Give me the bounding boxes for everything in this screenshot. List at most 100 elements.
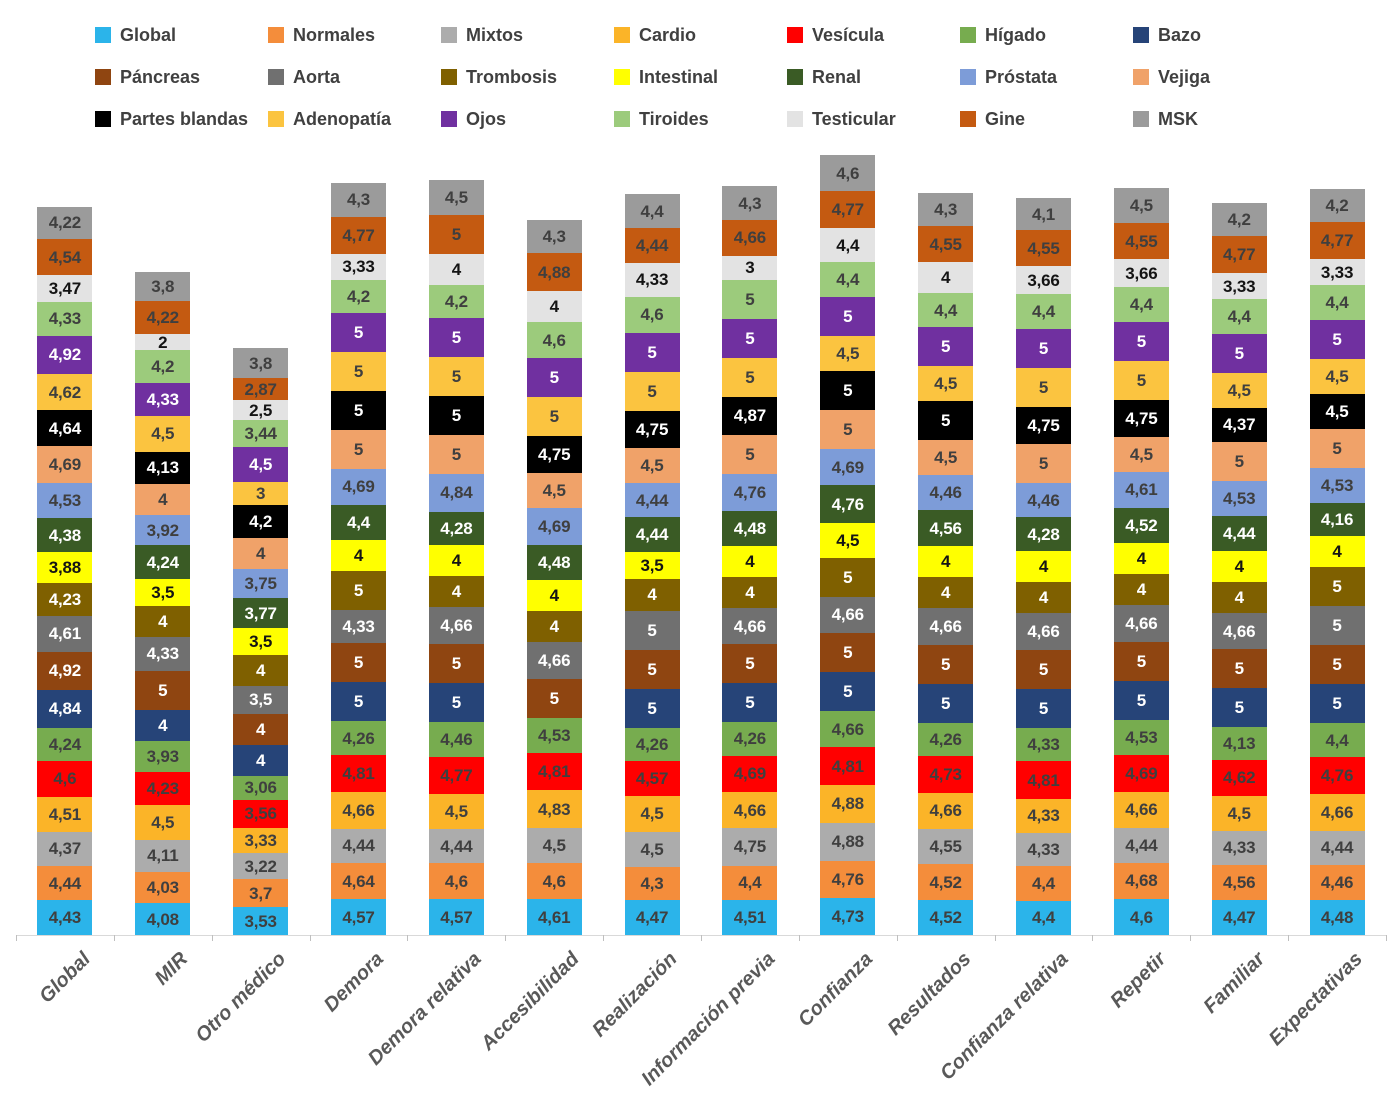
legend-swatch-ojos xyxy=(441,111,457,127)
segment-otro-medico-vejiga: 4 xyxy=(233,537,289,570)
segment-repetir-adenopatia: 5 xyxy=(1113,360,1169,400)
value-label-demora-cardio: 4,66 xyxy=(342,800,375,820)
segment-expectativas-pancreas: 5 xyxy=(1309,644,1365,684)
segment-resultados-partes-blandas: 5 xyxy=(918,401,974,441)
segment-otro-medico-ojos: 4,5 xyxy=(233,446,289,482)
value-label-resultados-prostata: 4,46 xyxy=(929,483,962,503)
x-axis-tick xyxy=(1092,935,1094,941)
value-label-repetir-bazo: 5 xyxy=(1136,690,1146,710)
legend-item-trombosis: Trombosis xyxy=(441,67,614,88)
segment-global-higado: 4,24 xyxy=(37,727,93,761)
segment-accesibilidad-mixtos: 4,5 xyxy=(526,828,582,864)
segment-familiar-testicular: 3,33 xyxy=(1211,273,1267,300)
segment-otro-medico-global: 3,53 xyxy=(233,907,289,935)
segment-global-gine: 4,54 xyxy=(37,239,93,275)
legend-label-cardio: Cardio xyxy=(639,24,697,45)
segment-demora-normales: 4,64 xyxy=(331,863,386,900)
segment-expectativas-prostata: 4,53 xyxy=(1309,467,1365,504)
value-label-demora-relativa-aorta: 4,66 xyxy=(440,616,473,636)
value-label-familiar-intestinal: 4 xyxy=(1234,556,1244,576)
value-label-realizacion-vejiga: 4,5 xyxy=(640,455,664,475)
value-label-informacion-previa-gine: 4,66 xyxy=(733,228,767,248)
value-label-informacion-previa-aorta: 4,66 xyxy=(733,616,767,636)
legend-swatch-tiroides xyxy=(614,111,630,127)
legend-swatch-gine xyxy=(960,111,976,127)
value-label-repetir-normales: 4,68 xyxy=(1125,871,1158,891)
value-label-informacion-previa-tiroides: 5 xyxy=(745,289,755,309)
segment-accesibilidad-partes-blandas: 4,75 xyxy=(526,436,582,474)
value-label-expectativas-higado: 4,4 xyxy=(1325,730,1349,750)
segment-realizacion-renal: 4,44 xyxy=(624,517,680,553)
segment-accesibilidad-trombosis: 4 xyxy=(526,611,582,643)
segment-informacion-previa-prostata: 4,76 xyxy=(722,473,778,511)
value-label-demora-relativa-msk: 4,5 xyxy=(444,187,468,207)
segment-resultados-msk: 4,3 xyxy=(918,192,974,227)
value-label-mir-prostata: 3,92 xyxy=(146,520,179,540)
legend-item-intestinal: Intestinal xyxy=(614,67,787,88)
segment-confianza-normales: 4,76 xyxy=(820,860,876,899)
segment-global-mixtos: 4,37 xyxy=(37,831,93,866)
segment-informacion-previa-cardio: 4,66 xyxy=(722,792,778,829)
segment-resultados-higado: 4,26 xyxy=(918,722,974,756)
segment-informacion-previa-bazo: 5 xyxy=(722,683,778,723)
legend-swatch-cardio xyxy=(614,27,630,43)
value-label-confianza-aorta: 4,66 xyxy=(831,605,864,625)
segment-resultados-ojos: 5 xyxy=(918,327,974,367)
value-label-realizacion-vesicula: 4,57 xyxy=(635,769,669,789)
value-label-realizacion-ojos: 5 xyxy=(647,342,657,362)
value-label-mir-normales: 4,03 xyxy=(146,877,179,897)
value-label-resultados-global: 4,52 xyxy=(929,907,962,927)
segment-accesibilidad-global: 4,61 xyxy=(526,899,582,935)
value-label-repetir-intestinal: 4 xyxy=(1136,549,1146,569)
segment-demora-relativa-normales: 4,6 xyxy=(428,863,484,900)
legend-item-bazo: Bazo xyxy=(1133,25,1306,46)
value-label-realizacion-partes-blandas: 4,75 xyxy=(635,419,669,439)
value-label-realizacion-mixtos: 4,5 xyxy=(640,839,664,859)
value-label-informacion-previa-adenopatia: 5 xyxy=(745,367,755,387)
legend-item-renal: Renal xyxy=(787,67,960,88)
bar-accesibilidad: 4,61 4,6 4,5 4,83 4,81 4,53 5 4,66 4 4 4,48 4,69 4,5… xyxy=(526,219,582,935)
segment-repetir-intestinal: 4 xyxy=(1113,543,1169,575)
value-label-realizacion-aorta: 5 xyxy=(647,620,657,640)
value-label-mir-partes-blandas: 4,13 xyxy=(146,458,179,478)
segment-demora-relativa-vesicula: 4,77 xyxy=(428,756,484,794)
value-label-realizacion-adenopatia: 5 xyxy=(647,381,657,401)
value-label-global-bazo: 4,84 xyxy=(48,699,82,719)
segment-expectativas-adenopatia: 4,5 xyxy=(1309,358,1365,394)
segment-confianza-relativa-vejiga: 5 xyxy=(1016,443,1071,483)
segment-confianza-msk: 4,6 xyxy=(820,155,876,191)
legend-swatch-bazo xyxy=(1133,27,1149,43)
segment-demora-prostata: 4,69 xyxy=(331,468,386,506)
value-label-demora-relativa-testicular: 4 xyxy=(451,260,461,280)
value-label-realizacion-normales: 4,3 xyxy=(640,873,664,893)
value-label-confianza-testicular: 4,4 xyxy=(836,235,860,255)
value-label-confianza-relativa-intestinal: 4 xyxy=(1038,556,1049,576)
segment-demora-tiroides: 4,2 xyxy=(331,279,386,313)
value-label-familiar-cardio: 4,5 xyxy=(1227,803,1251,823)
value-label-confianza-relativa-higado: 4,33 xyxy=(1027,734,1060,754)
value-label-accesibilidad-cardio: 4,83 xyxy=(538,799,571,819)
value-label-expectativas-bazo: 5 xyxy=(1332,693,1342,713)
value-label-demora-relativa-bazo: 5 xyxy=(451,692,461,712)
value-label-mir-global: 4,08 xyxy=(146,909,179,929)
x-axis-label-familiar: Familiar xyxy=(1198,948,1269,1018)
legend-item-adenopatia: Adenopatía xyxy=(268,109,441,130)
value-label-confianza-higado: 4,66 xyxy=(831,719,864,739)
x-axis-label-accesibilidad: Accesibilidad xyxy=(477,948,584,1055)
value-label-resultados-testicular: 4 xyxy=(941,267,951,287)
segment-mir-adenopatia: 4,5 xyxy=(135,416,191,452)
segment-accesibilidad-aorta: 4,66 xyxy=(526,642,582,679)
segment-confianza-relativa-renal: 4,28 xyxy=(1016,517,1071,551)
value-label-accesibilidad-vesicula: 4,81 xyxy=(538,762,571,782)
segment-repetir-gine: 4,55 xyxy=(1113,223,1169,259)
segment-demora-global: 4,57 xyxy=(331,899,386,935)
segment-repetir-vesicula: 4,69 xyxy=(1113,755,1169,792)
segment-confianza-global: 4,73 xyxy=(820,898,876,935)
legend-swatch-testicular xyxy=(787,111,803,127)
value-label-familiar-ojos: 5 xyxy=(1234,343,1244,363)
segment-realizacion-global: 4,47 xyxy=(624,900,680,935)
value-label-informacion-previa-msk: 4,3 xyxy=(738,193,762,213)
segment-expectativas-normales: 4,46 xyxy=(1309,865,1365,901)
value-label-familiar-testicular: 3,33 xyxy=(1223,276,1256,296)
segment-expectativas-higado: 4,4 xyxy=(1309,722,1365,758)
